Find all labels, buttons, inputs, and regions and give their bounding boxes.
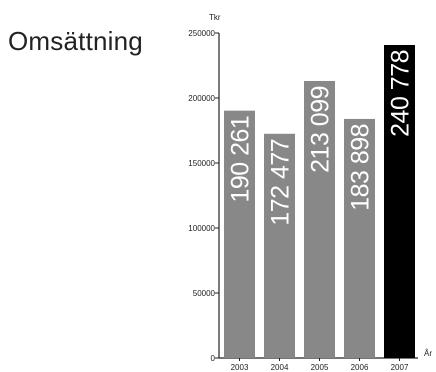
bar-2007 — [384, 44, 415, 359]
y-tick-label: 100000 — [188, 224, 215, 233]
bar-2003 — [224, 110, 255, 358]
x-tick-label: 2007 — [391, 363, 409, 372]
y-tick-label: 250000 — [188, 29, 215, 38]
bar-2004 — [264, 133, 295, 358]
bar-value-label: 183 898 — [347, 124, 375, 211]
chart-title: Omsättning — [8, 26, 143, 56]
y-tick-label: 150000 — [188, 159, 215, 168]
x-axis-label: År — [424, 349, 432, 358]
bar-value-label: 213 099 — [307, 86, 335, 173]
y-axis: Tkr 0 50000 100000 150000 200000 250000 — [188, 13, 221, 363]
y-tick-label: 200000 — [188, 94, 215, 103]
bar-2006 — [344, 118, 375, 358]
bars: 190 261 172 477 213 099 183 898 240 778 — [224, 44, 415, 359]
y-tick-label: 0 — [211, 354, 216, 363]
y-tick-label: 50000 — [193, 289, 216, 298]
x-tick-label: 2005 — [311, 363, 329, 372]
x-tick-label: 2006 — [351, 363, 369, 372]
y-axis-label: Tkr — [209, 13, 221, 22]
x-tick-label: 2004 — [271, 363, 289, 372]
bar-2005 — [304, 80, 335, 358]
bar-value-label: 172 477 — [267, 139, 295, 226]
bar-value-label: 190 261 — [227, 116, 255, 203]
bar-value-label: 240 778 — [387, 50, 415, 137]
x-tick-label: 2003 — [231, 363, 249, 372]
